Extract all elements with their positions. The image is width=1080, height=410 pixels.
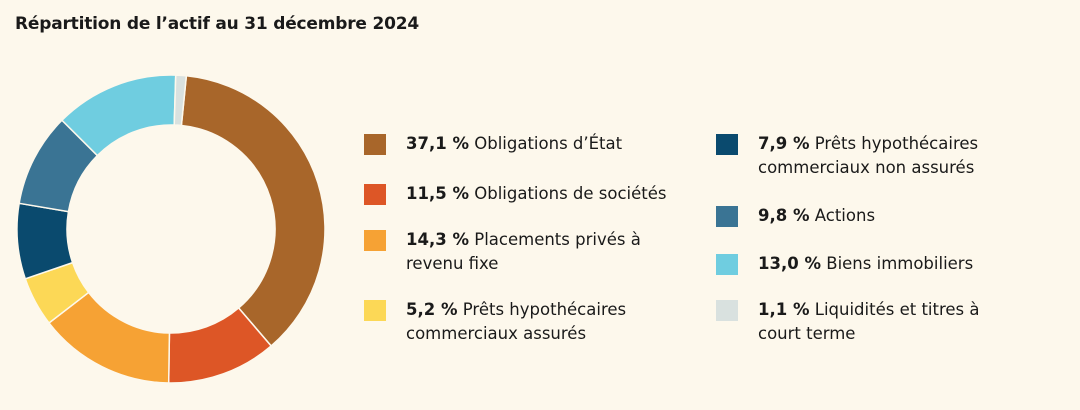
legend-value: 13,0 % — [758, 254, 821, 273]
legend-item-biens-immobiliers: 13,0 % Biens immobiliers — [716, 252, 1016, 298]
legend-item-prets-non-assures: 7,9 % Prêts hypothécaires commerciaux no… — [716, 132, 1016, 204]
donut-slice-0 — [180, 74, 326, 348]
legend-label: Placements privés à revenu fixe — [406, 230, 641, 273]
donut-slice-7 — [173, 74, 188, 127]
legend-value: 14,3 % — [406, 230, 469, 249]
legend-swatch — [364, 230, 386, 251]
legend-column-right: 7,9 % Prêts hypothécaires commerciaux no… — [716, 132, 1016, 346]
legend-item-placements-prives: 14,3 % Placements privés à revenu fixe — [364, 228, 694, 298]
legend-label: Biens immobiliers — [826, 254, 974, 273]
legend-item-liquidites: 1,1 % Liquidités et titres à court terme — [716, 298, 1016, 346]
legend-item-obligations-societes: 11,5 % Obligations de sociétés — [364, 182, 694, 228]
legend-column-left: 37,1 % Obligations d’État 11,5 % Obligat… — [364, 132, 694, 346]
legend-label: Prêts hypothécaires commerciaux assurés — [406, 300, 627, 343]
legend-label: Prêts hypothécaires commerciaux non assu… — [758, 134, 979, 177]
chart-title: Répartition de l’actif au 31 décembre 20… — [15, 14, 419, 34]
legend-swatch — [364, 134, 386, 155]
legend-swatch — [716, 254, 738, 275]
legend-label: Obligations d’État — [474, 134, 623, 153]
legend-value: 37,1 % — [406, 134, 469, 153]
donut-chart — [16, 74, 326, 384]
legend-value: 9,8 % — [758, 206, 810, 225]
legend-label: Obligations de sociétés — [474, 184, 667, 203]
legend-item-prets-assures: 5,2 % Prêts hypothécaires commerciaux as… — [364, 298, 694, 346]
legend-value: 7,9 % — [758, 134, 810, 153]
legend-value: 1,1 % — [758, 300, 810, 319]
legend-value: 11,5 % — [406, 184, 469, 203]
legend-swatch — [716, 300, 738, 321]
legend-label: Actions — [814, 206, 876, 225]
legend-swatch — [364, 300, 386, 321]
legend-label: Liquidités et titres à court terme — [758, 300, 980, 343]
legend-item-obligations-etat: 37,1 % Obligations d’État — [364, 132, 694, 182]
legend-swatch — [716, 206, 738, 227]
legend-swatch — [364, 184, 386, 205]
legend-value: 5,2 % — [406, 300, 458, 319]
legend-swatch — [716, 134, 738, 155]
legend-item-actions: 9,8 % Actions — [716, 204, 1016, 252]
